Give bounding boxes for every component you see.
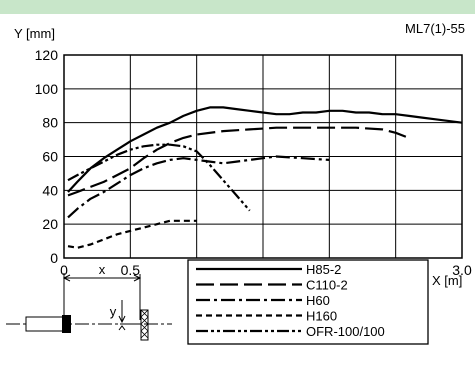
y-tick-label: 60	[42, 149, 58, 165]
y-tick-label: 40	[42, 182, 58, 198]
model-code: ML7(1)-55	[405, 21, 465, 36]
series-line-2	[67, 155, 330, 219]
reflector-target	[140, 309, 149, 341]
plot-frame	[63, 54, 463, 259]
series-line-4	[67, 143, 251, 212]
y-tick-labels: 0 20 40 60 80 100 120	[35, 47, 59, 266]
y-tick-label: 20	[42, 216, 58, 232]
legend-label-1: C110-2	[306, 278, 348, 293]
x-tick-label: 0	[60, 262, 68, 278]
x-tick-label: 0.5	[121, 262, 141, 278]
diagram-x-label: x	[99, 262, 106, 277]
diagram-y-arrow	[118, 315, 126, 324]
diagram-y-label: y	[110, 304, 117, 319]
header-band	[0, 0, 475, 14]
sensor-lens	[62, 315, 71, 333]
series-line-0	[67, 106, 463, 193]
x-axis-title: X [m]	[432, 273, 462, 288]
series-lines	[67, 106, 463, 249]
diagram-y-arrow-lower	[118, 325, 126, 331]
legend-label-2: H60	[306, 293, 330, 308]
legend-label-4: OFR-100/100	[306, 324, 385, 339]
grid-lines	[63, 54, 463, 259]
y-tick-label: 0	[50, 250, 58, 266]
x-tick-label: 3.0	[452, 262, 472, 278]
series-line-1	[67, 126, 410, 197]
sensor-body	[25, 316, 65, 332]
y-axis-title: Y [mm]	[14, 26, 55, 41]
sensor-diagram: x y	[6, 262, 172, 341]
reflector-hatch	[140, 309, 149, 339]
series-line-3	[67, 219, 197, 249]
y-tick-label: 120	[35, 47, 59, 63]
legend-label-3: H160	[306, 309, 337, 324]
diagram-x-arrow-left	[62, 274, 71, 282]
y-tick-label: 100	[35, 81, 59, 97]
y-tick-label: 80	[42, 115, 58, 131]
legend-label-0: H85-2	[306, 262, 341, 277]
